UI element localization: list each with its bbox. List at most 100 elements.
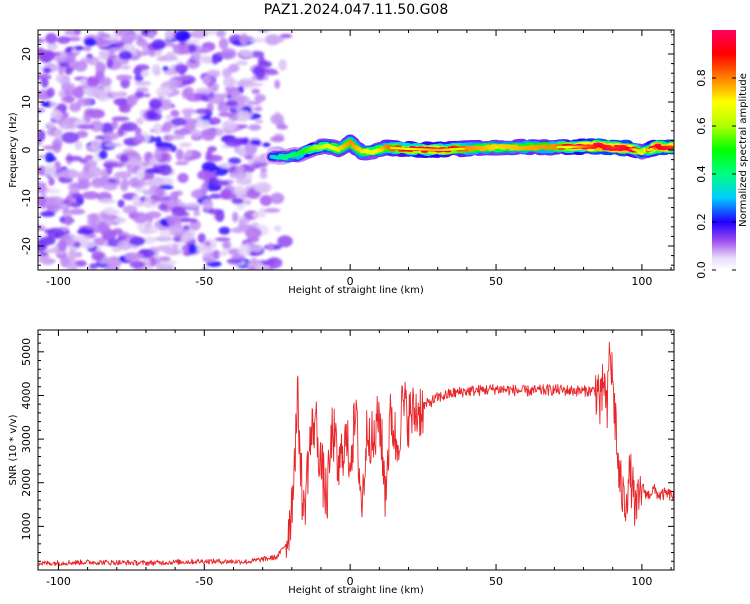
noise-blob (177, 173, 188, 183)
noise-blob (222, 120, 237, 131)
noise-blob (51, 110, 63, 121)
noise-blob (270, 36, 285, 43)
noise-blob (148, 31, 155, 39)
noise-blob (208, 209, 224, 215)
noise-blob (260, 195, 272, 206)
noise-blob (151, 39, 165, 50)
noise-blob (250, 140, 261, 145)
noise-blob (82, 191, 100, 199)
noise-blob (87, 76, 99, 87)
noise-blob (227, 89, 241, 96)
noise-blob (45, 189, 60, 194)
noise-blob (225, 139, 242, 147)
noise-blob (91, 139, 102, 151)
noise-blob (87, 216, 101, 227)
colorbar-tick-label: 0.0 (695, 261, 708, 279)
noise-blob (133, 212, 148, 223)
noise-blob (43, 68, 52, 74)
noise-blob (54, 129, 63, 140)
noise-blob (105, 219, 115, 226)
noise-blob (47, 88, 55, 98)
noise-blob (229, 172, 246, 179)
noise-blob (232, 198, 244, 204)
noise-blob (204, 48, 210, 53)
noise-blob (156, 87, 173, 98)
noise-blob (77, 171, 94, 180)
noise-blob (249, 38, 266, 43)
noise-blob (222, 241, 231, 249)
noise-blob (221, 189, 232, 199)
y-tick-label: 2000 (20, 469, 33, 497)
noise-blob (42, 145, 60, 150)
y-tick-label: 0 (20, 147, 33, 154)
noise-blob (219, 38, 229, 50)
noise-blob (136, 118, 144, 125)
x-tick-label: -50 (195, 275, 213, 288)
noise-blob (141, 181, 151, 186)
noise-blob (236, 166, 244, 172)
noise-blob (121, 65, 131, 69)
noise-blob (134, 81, 151, 86)
noise-blob (267, 243, 273, 252)
noise-blob (129, 237, 145, 246)
y-tick-label: 4000 (20, 381, 33, 409)
noise-blob (123, 205, 138, 214)
noise-blob (254, 94, 265, 102)
noise-blob (45, 33, 57, 44)
noise-blob (223, 76, 235, 87)
noise-blob (120, 106, 131, 113)
noise-blob (36, 196, 46, 207)
noise-blob (195, 108, 211, 114)
noise-blob (136, 39, 147, 47)
noise-blob (117, 163, 124, 168)
noise-blob (146, 211, 162, 218)
noise-blob (89, 263, 99, 269)
colorbar-gradient (712, 30, 736, 270)
chart-title: PAZ1.2024.047.11.50.G08 (264, 2, 449, 18)
noise-blob (144, 93, 150, 97)
noise-blob (146, 110, 157, 120)
noise-blob (277, 235, 293, 247)
noise-blob (145, 196, 152, 208)
noise-blob (107, 58, 114, 68)
noise-blob (153, 123, 162, 134)
noise-blob (50, 102, 59, 107)
noise-blob (134, 75, 143, 82)
colorbar-tick-label: 0.4 (695, 165, 708, 183)
noise-blob (113, 228, 123, 235)
noise-blob (173, 76, 190, 81)
noise-blob (170, 145, 177, 152)
noise-blob (162, 66, 169, 71)
noise-blob (149, 158, 155, 166)
noise-blob (68, 250, 77, 261)
noise-blob (119, 51, 133, 60)
noise-blob (45, 152, 55, 163)
noise-blob (148, 227, 159, 234)
noise-blob (84, 38, 96, 47)
noise-blob (46, 196, 64, 205)
noise-blob (197, 245, 212, 250)
noise-blob (92, 177, 109, 185)
noise-blob (163, 121, 172, 133)
noise-blob (67, 263, 78, 272)
colorbar-label: Normalized spectral amplitude (738, 73, 749, 227)
noise-blob (175, 161, 189, 165)
noise-blob (75, 141, 83, 150)
y-tick-label: 20 (20, 47, 33, 61)
noise-blob (99, 150, 108, 159)
noise-blob (98, 89, 106, 100)
noise-blob (120, 181, 129, 192)
noise-blob (184, 87, 194, 97)
noise-blob (207, 70, 221, 76)
noise-blob (176, 149, 184, 161)
noise-blob (248, 83, 263, 87)
noise-blob (65, 54, 76, 64)
noise-blob (262, 143, 270, 148)
noise-blob (219, 227, 231, 235)
noise-blob (132, 195, 140, 205)
noise-blob (259, 208, 267, 218)
noise-blob (47, 228, 64, 239)
x-tick-label: 100 (631, 275, 652, 288)
noise-blob (115, 217, 127, 223)
